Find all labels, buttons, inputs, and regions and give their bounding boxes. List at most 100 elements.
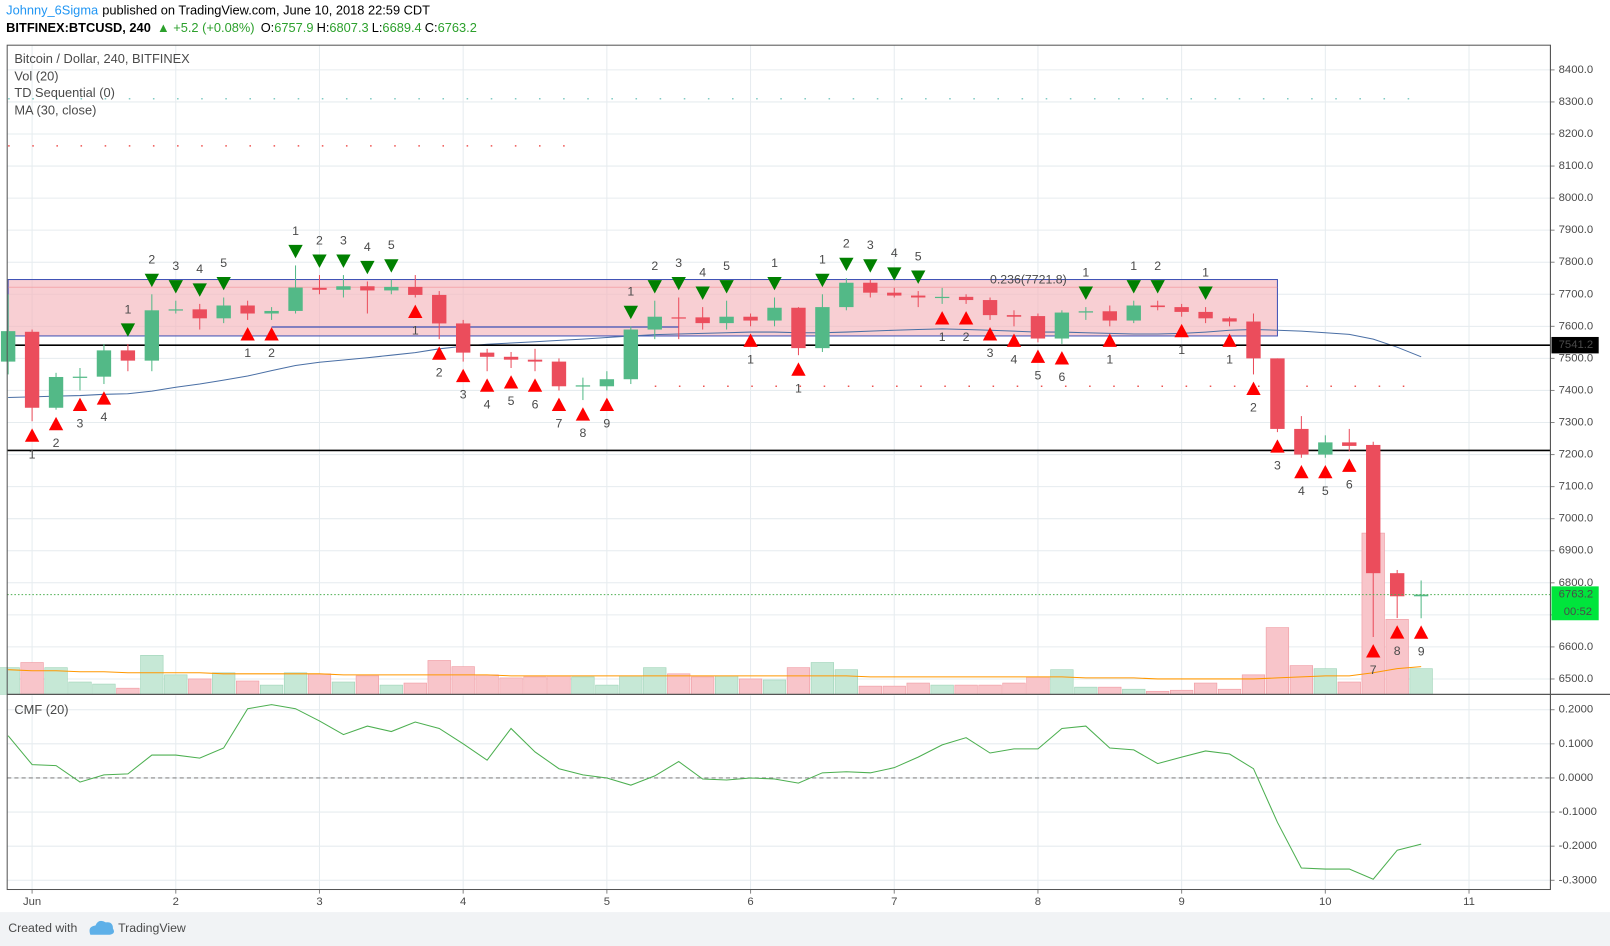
- td-buy-marker: [503, 375, 519, 389]
- volume-bar: [571, 676, 595, 695]
- td-sell-marker: [863, 259, 878, 273]
- candle-body: [264, 310, 279, 314]
- volume-bar: [1050, 669, 1074, 695]
- td-buy-marker: [408, 304, 423, 319]
- td-buy-marker: [1030, 349, 1046, 363]
- td-count: 1: [29, 447, 36, 461]
- td-buy-marker: [1270, 439, 1285, 453]
- td-sell-marker: [767, 276, 782, 291]
- td-buy-marker: [934, 311, 950, 325]
- cmf-line: [7, 704, 1422, 880]
- volume-bar: [92, 683, 116, 695]
- candle-body: [120, 350, 136, 361]
- td-count: 1: [1082, 265, 1089, 279]
- td-count: 5: [1322, 484, 1329, 498]
- candle-body: [48, 376, 64, 408]
- td-buy-marker: [1366, 644, 1381, 658]
- volume-bar: [379, 684, 403, 695]
- y-tick-label: 0.2000: [1559, 704, 1594, 716]
- td-count: 3: [172, 259, 179, 273]
- td-sell-marker: [695, 286, 710, 300]
- volume-bar: [834, 669, 858, 695]
- candle-body: [719, 316, 734, 324]
- volume-bar: [20, 662, 44, 695]
- td-count: 1: [124, 302, 131, 316]
- cmf-legend[interactable]: CMF (20): [14, 702, 68, 717]
- legend-item[interactable]: TD Sequential (0): [14, 85, 115, 100]
- td-sell-marker: [1150, 280, 1165, 294]
- y-tick-label: 7400.0: [1559, 384, 1594, 396]
- volume-bar: [307, 673, 332, 695]
- td-sell-marker: [288, 244, 303, 259]
- x-tick-label: 5: [604, 896, 610, 908]
- candle-body: [503, 356, 519, 360]
- y-tick-label: -0.1000: [1559, 806, 1597, 818]
- td-buy-marker: [1174, 323, 1189, 338]
- td-count: 4: [1011, 352, 1018, 366]
- candle-body: [1318, 442, 1333, 455]
- volume-bar: [1122, 688, 1146, 695]
- countdown: 00:52: [1564, 606, 1592, 618]
- fib-label: 0.236(7721.8): [990, 272, 1067, 286]
- candle-body: [0, 331, 16, 362]
- candle-body: [671, 317, 686, 319]
- volume-bar: [259, 684, 284, 695]
- volume-bar: [1337, 681, 1361, 695]
- candle-body: [408, 286, 423, 295]
- td-buy-marker: [432, 346, 447, 360]
- td-buy-marker: [958, 311, 974, 325]
- volume-bar: [68, 681, 92, 695]
- y-tick-label: 7200.0: [1559, 449, 1594, 461]
- legend-item[interactable]: Bitcoin / Dollar, 240, BITFINEX: [14, 51, 190, 66]
- candle-body: [911, 295, 926, 298]
- ohlc-value: 6763.2: [438, 20, 477, 35]
- td-count: 2: [53, 436, 60, 450]
- header-line-1: Johnny_6Sigma published on TradingView.co…: [6, 3, 430, 18]
- volume-bar: [236, 680, 260, 695]
- td-buy-marker: [1054, 351, 1070, 365]
- td-buy-marker: [575, 407, 591, 421]
- volume-bar: [715, 675, 739, 695]
- brand-icon: [89, 920, 114, 935]
- td-count: 1: [627, 285, 634, 299]
- td-buy-marker: [96, 391, 112, 405]
- candle-body: [1294, 428, 1309, 455]
- ohlc-value: 6807.3: [329, 20, 368, 35]
- volume-bar: [1074, 686, 1098, 695]
- volume-bar: [212, 672, 236, 695]
- legend-item[interactable]: MA (30, close): [14, 102, 96, 117]
- y-tick-label: -0.2000: [1559, 840, 1597, 852]
- td-count: 8: [1394, 644, 1401, 658]
- author[interactable]: Johnny_6Sigma: [6, 3, 99, 18]
- y-tick-label: 7600.0: [1559, 320, 1594, 332]
- legend-item[interactable]: Vol (20): [14, 68, 58, 83]
- td-count: 1: [819, 253, 826, 267]
- td-count: 5: [220, 256, 227, 270]
- y-tick-label: 6800.0: [1559, 577, 1594, 589]
- volume-bar: [882, 685, 906, 695]
- candle-body: [1246, 321, 1261, 359]
- candle-body: [1342, 442, 1357, 446]
- volume-bar: [331, 681, 356, 695]
- volume-bar: [451, 666, 475, 695]
- volume-bar: [1002, 682, 1026, 695]
- candle-body: [1222, 318, 1237, 322]
- td-buy-marker: [48, 416, 64, 431]
- volume-bar: [1026, 676, 1050, 695]
- y-tick-label: 8300.0: [1559, 96, 1594, 108]
- volume-bar: [0, 667, 20, 695]
- y-tick-label: 6600.0: [1559, 641, 1594, 653]
- footer-brand[interactable]: TradingView: [118, 921, 186, 935]
- td-count: 3: [340, 233, 347, 247]
- td-buy-marker: [1006, 333, 1022, 347]
- ohlc-value: 6757.9: [274, 20, 313, 35]
- volume-bar: [978, 684, 1002, 695]
- td-sell-marker: [384, 259, 399, 273]
- td-buy-marker: [264, 327, 279, 341]
- td-count: 6: [1346, 478, 1353, 492]
- td-buy-marker: [240, 327, 255, 341]
- td-count: 2: [1154, 259, 1161, 273]
- candle-body: [1413, 594, 1429, 597]
- volume-bar: [667, 673, 691, 695]
- volume-bar: [403, 682, 427, 695]
